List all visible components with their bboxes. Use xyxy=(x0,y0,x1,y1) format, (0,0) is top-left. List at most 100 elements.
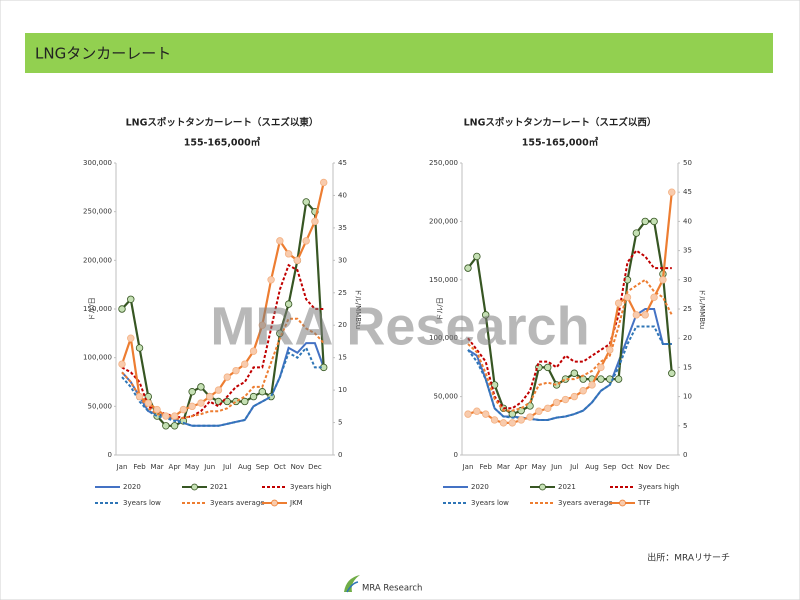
data-point xyxy=(508,419,516,427)
y2-tick-label: 10 xyxy=(338,386,347,394)
data-point xyxy=(170,422,179,430)
legend-label: 2020 xyxy=(123,483,141,491)
data-point xyxy=(162,422,170,430)
data-point xyxy=(205,392,214,401)
data-point xyxy=(668,188,676,196)
x-tick-label: Jul xyxy=(569,463,579,471)
data-point xyxy=(118,360,126,368)
data-point xyxy=(579,375,587,383)
data-point xyxy=(464,410,472,418)
x-tick-label: Jun xyxy=(550,463,562,471)
data-point xyxy=(179,405,188,414)
y2-tick-label: 45 xyxy=(683,188,692,196)
legend-label: TTF xyxy=(637,499,650,507)
y-tick-label: 50,000 xyxy=(434,393,459,401)
legend-label: JKM xyxy=(289,499,303,507)
x-tick-label: Dec xyxy=(308,463,322,471)
data-point xyxy=(118,305,126,313)
legend-marker xyxy=(271,499,278,507)
y-tick-label: 0 xyxy=(108,451,112,459)
y2-tick-label: 0 xyxy=(683,451,687,459)
y2-tick-label: 35 xyxy=(683,247,692,255)
data-point xyxy=(232,366,240,375)
x-tick-label: Oct xyxy=(274,463,286,471)
y2-tick-label: 10 xyxy=(683,393,692,401)
legend-label: 2021 xyxy=(210,483,228,491)
data-point xyxy=(490,416,499,424)
data-point xyxy=(623,293,632,302)
x-tick-label: Feb xyxy=(133,463,146,471)
data-point xyxy=(650,293,658,302)
x-tick-label: Jun xyxy=(203,463,215,471)
data-point xyxy=(650,217,658,226)
x-tick-label: Feb xyxy=(480,463,493,471)
y2-tick-label: 30 xyxy=(683,276,692,284)
y2-tick-label: 15 xyxy=(683,363,692,371)
y2-tick-label: 45 xyxy=(338,159,347,167)
chart-subtitle: 155-165,000㎥ xyxy=(522,137,599,149)
x-tick-label: Aug xyxy=(238,463,252,471)
y-tick-label: 250,000 xyxy=(83,208,112,216)
y-tick-label: 100,000 xyxy=(83,354,112,362)
data-point xyxy=(162,412,170,420)
chart-title: LNGスポットタンカーレート（スエズ以西） xyxy=(464,117,657,129)
legend-marker xyxy=(191,483,198,491)
data-point xyxy=(614,299,623,307)
y-tick-label: 150,000 xyxy=(83,305,112,313)
x-tick-label: Jan xyxy=(116,463,128,471)
data-point xyxy=(552,398,561,407)
legend-marker xyxy=(619,499,626,507)
data-point xyxy=(127,295,135,303)
series-line xyxy=(121,346,324,427)
x-tick-label: Apr xyxy=(515,463,527,471)
y2-tick-label: 25 xyxy=(338,289,347,297)
x-tick-label: Sep xyxy=(603,463,617,471)
x-tick-label: May xyxy=(532,463,546,471)
y-tick-label: 0 xyxy=(454,451,458,459)
y2-axis-label: ドル/MMBtu xyxy=(354,289,362,329)
y2-tick-label: 30 xyxy=(338,256,347,264)
data-point xyxy=(570,392,579,401)
data-point xyxy=(641,311,649,319)
x-tick-label: Jan xyxy=(462,463,474,471)
data-point xyxy=(197,383,205,391)
data-point xyxy=(632,311,641,319)
x-tick-label: Mar xyxy=(497,463,510,471)
data-point xyxy=(249,392,258,401)
data-point xyxy=(311,217,319,226)
data-point xyxy=(284,300,293,308)
series-line xyxy=(467,249,672,410)
legend-label: 3years high xyxy=(290,483,331,491)
data-point xyxy=(508,410,516,418)
legend-label: 3years average xyxy=(210,499,265,507)
data-point xyxy=(597,375,605,383)
x-tick-label: Nov xyxy=(291,463,305,471)
data-point xyxy=(517,416,525,424)
y2-tick-label: 20 xyxy=(683,334,692,342)
x-tick-label: Mar xyxy=(150,463,163,471)
y-tick-label: 300,000 xyxy=(83,159,112,167)
y2-tick-label: 20 xyxy=(338,321,347,329)
y-axis-label: ドル/日 xyxy=(436,297,444,320)
chart-subtitle: 155-165,000㎥ xyxy=(184,137,261,149)
y2-tick-label: 50 xyxy=(683,159,692,167)
data-point xyxy=(135,392,144,401)
data-point xyxy=(614,375,623,383)
data-point xyxy=(153,405,161,414)
data-point xyxy=(127,334,135,342)
x-tick-label: May xyxy=(185,463,199,471)
y-tick-label: 150,000 xyxy=(429,276,458,284)
y-axis-label: ドル/日 xyxy=(88,297,96,320)
data-point xyxy=(526,413,534,421)
data-point xyxy=(144,399,153,407)
y2-tick-label: 40 xyxy=(683,217,692,225)
data-point xyxy=(659,276,667,284)
y-tick-label: 200,000 xyxy=(83,256,112,264)
source: 出所：MRAリサーチ xyxy=(647,552,730,564)
data-point xyxy=(188,388,196,396)
data-point xyxy=(464,264,472,272)
data-point xyxy=(276,237,284,245)
data-point xyxy=(249,347,258,355)
data-point xyxy=(579,387,587,395)
